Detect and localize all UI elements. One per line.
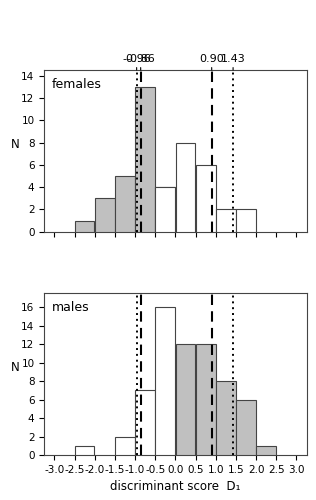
Bar xyxy=(216,210,236,232)
Y-axis label: N: N xyxy=(11,361,20,374)
Bar xyxy=(236,400,256,455)
Bar xyxy=(115,436,135,455)
X-axis label: discriminant score  D₁: discriminant score D₁ xyxy=(110,480,240,494)
Bar xyxy=(115,176,135,232)
Bar xyxy=(216,381,236,455)
Bar xyxy=(75,446,94,455)
Text: 0.90: 0.90 xyxy=(199,54,224,64)
Text: -0.86: -0.86 xyxy=(126,54,155,64)
Text: -0.96: -0.96 xyxy=(122,54,151,64)
Bar xyxy=(135,86,155,232)
Bar xyxy=(236,210,256,232)
Bar xyxy=(256,446,276,455)
Bar xyxy=(95,198,115,232)
Text: males: males xyxy=(52,302,90,314)
Bar xyxy=(196,165,216,232)
Bar xyxy=(196,344,216,455)
Bar xyxy=(135,390,155,455)
Text: females: females xyxy=(52,78,102,91)
Bar xyxy=(155,187,175,232)
Bar xyxy=(155,187,175,232)
Bar xyxy=(75,220,94,232)
Bar xyxy=(176,344,195,455)
Text: 1.43: 1.43 xyxy=(221,54,246,64)
Y-axis label: N: N xyxy=(11,138,20,151)
Bar xyxy=(155,307,175,455)
Bar xyxy=(176,142,195,232)
